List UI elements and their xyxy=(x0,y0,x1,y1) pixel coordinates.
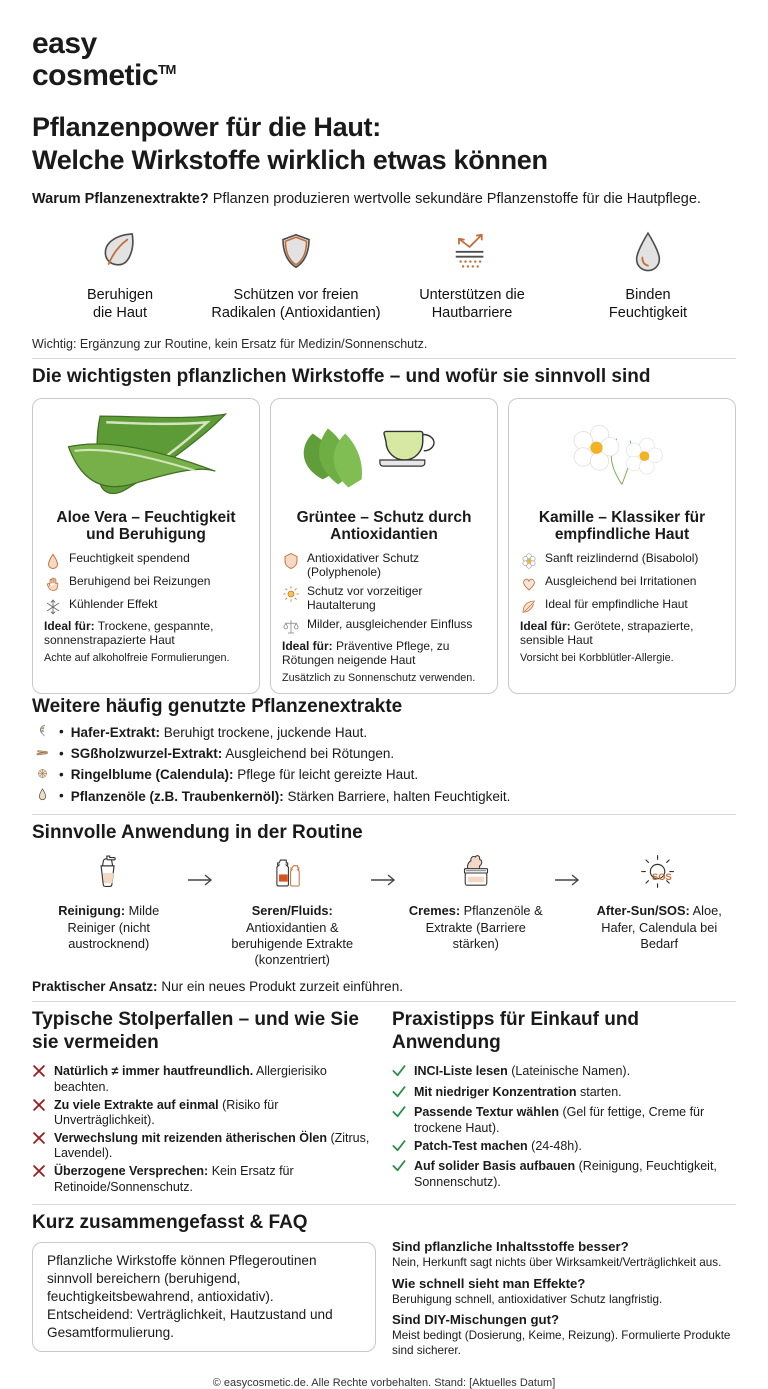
svg-text:SOS: SOS xyxy=(652,872,672,882)
